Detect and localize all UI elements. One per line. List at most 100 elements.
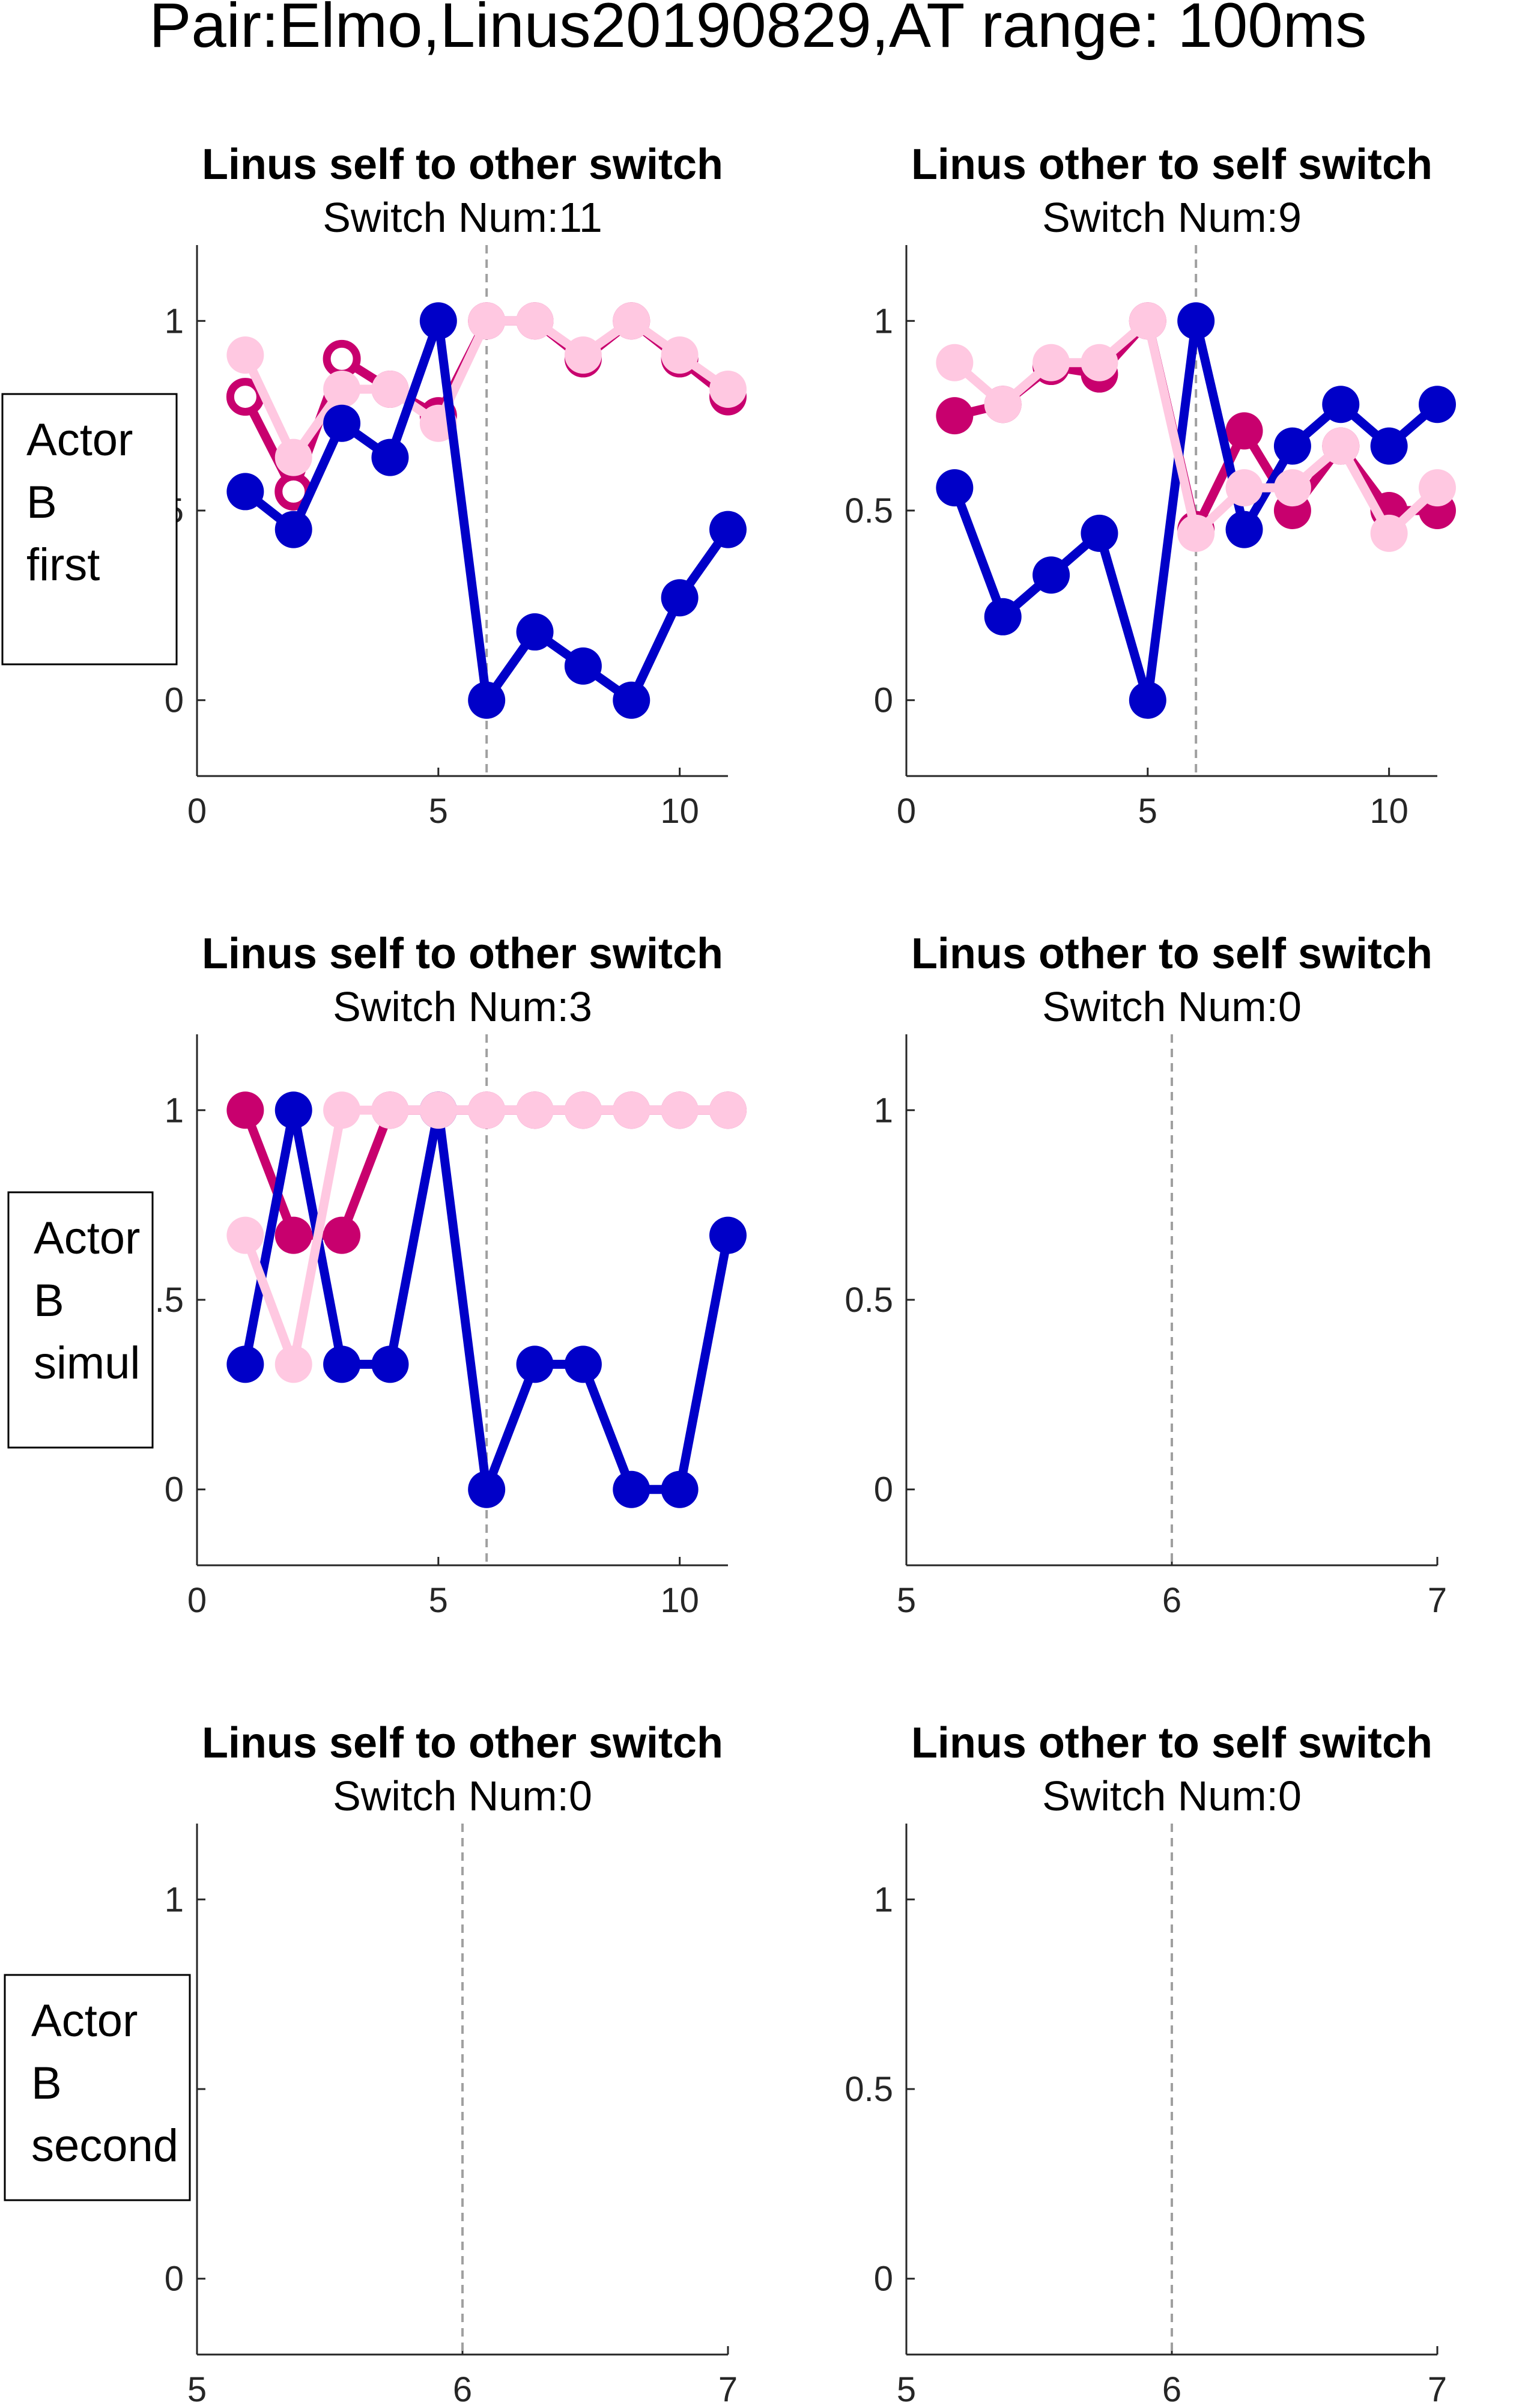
data-point: [1322, 386, 1360, 423]
panel-subtitle: Switch Num:9: [1042, 194, 1302, 241]
y-tick-label: 1: [165, 1091, 184, 1130]
data-point: [936, 397, 974, 435]
x-tick-label: 7: [1428, 2370, 1447, 2408]
data-point: [709, 370, 747, 408]
data-point: [1129, 302, 1166, 340]
y-tick-label: 0: [165, 2260, 184, 2299]
data-point: [1419, 386, 1456, 423]
data-point: [613, 1470, 650, 1508]
data-point: [984, 386, 1022, 423]
panel-2: Linus other to self switch Switch Num:9 0 0…: [844, 141, 1456, 831]
y-tick-label: 1: [874, 1880, 893, 1919]
panel-title: Linus self to other switch: [202, 1719, 723, 1767]
panel-1: Linus self to other switch Switch Num:11 0…: [135, 141, 747, 831]
panel-subtitle: Switch Num:0: [1042, 1773, 1302, 1819]
x-tick-label: 10: [660, 1581, 699, 1620]
row-label-line: B: [31, 2058, 62, 2109]
figure-title: Pair:Elmo,Linus20190829,AT range: 100ms: [149, 0, 1366, 61]
y-tick-label: 0: [874, 681, 893, 720]
row-label-line: second: [31, 2120, 178, 2171]
row-label-line: Actor: [34, 1213, 140, 1264]
data-point: [274, 438, 312, 476]
data-point: [226, 473, 264, 511]
data-point: [564, 336, 602, 374]
data-point: [516, 613, 554, 651]
x-tick-label: 0: [187, 792, 207, 831]
panels: Linus self to other switch Switch Num:11 0…: [135, 141, 1456, 2408]
data-point: [371, 1345, 409, 1383]
data-point: [936, 344, 974, 381]
data-point: [661, 1470, 699, 1508]
x-tick-label: 5: [897, 2370, 916, 2408]
x-tick-label: 0: [187, 1581, 207, 1620]
row-label-box: [4, 1974, 191, 2201]
data-point: [323, 339, 361, 378]
row-label-line: B: [26, 477, 57, 528]
x-tick-label: 5: [1138, 792, 1157, 831]
panel-4: Linus other to self switch Switch Num:0 0 0…: [844, 930, 1447, 1620]
panel-title: Linus self to other switch: [202, 141, 723, 189]
data-point: [936, 469, 974, 507]
x-tick-label: 0: [897, 792, 916, 831]
data-point: [1225, 469, 1263, 507]
row-label-line: B: [34, 1275, 64, 1326]
data-point: [1322, 427, 1360, 465]
data-point: [709, 1091, 747, 1129]
y-tick-label: 1: [874, 302, 893, 341]
x-tick-label: 6: [1162, 2370, 1181, 2408]
data-point: [274, 1345, 312, 1383]
panel-title: Linus other to self switch: [911, 930, 1433, 978]
data-point: [323, 1345, 361, 1383]
x-tick-label: 5: [897, 1581, 916, 1620]
row-label-box: [7, 1191, 154, 1449]
data-point: [1225, 412, 1263, 450]
data-point: [419, 1091, 457, 1129]
x-tick-label: 5: [187, 2370, 207, 2408]
x-tick-label: 6: [453, 2370, 472, 2408]
data-point: [274, 1091, 312, 1129]
panel-6: Linus other to self switch Switch Num:0 0 0…: [844, 1719, 1447, 2408]
data-point: [661, 579, 699, 617]
data-point: [323, 404, 361, 442]
data-point: [371, 370, 409, 408]
data-point: [1419, 469, 1456, 507]
series-3: [226, 1091, 747, 1383]
data-point: [468, 302, 506, 340]
data-point: [1081, 514, 1118, 552]
y-tick-label: 0: [874, 1470, 893, 1509]
y-tick-label: 1: [874, 1091, 893, 1130]
data-point: [1370, 514, 1408, 552]
y-tick-label: 0.5: [844, 1281, 893, 1320]
data-point: [516, 1345, 554, 1383]
series-2: [226, 1091, 747, 1508]
data-point: [709, 1216, 747, 1254]
x-tick-label: 5: [429, 1581, 448, 1620]
y-tick-label: 1: [165, 1880, 184, 1919]
row-label-line: first: [26, 539, 100, 590]
data-point: [661, 1091, 699, 1129]
row-label-line: Actor: [31, 1995, 138, 2046]
panel-subtitle: Switch Num:11: [323, 194, 602, 241]
panel-title: Linus other to self switch: [911, 141, 1433, 189]
x-tick-label: 6: [1162, 1581, 1181, 1620]
data-point: [564, 1091, 602, 1129]
data-point: [468, 1091, 506, 1129]
series-3: [936, 302, 1456, 552]
x-tick-label: 5: [429, 792, 448, 831]
data-point: [371, 438, 409, 476]
data-point: [274, 1216, 312, 1254]
row-label-box: [1, 393, 178, 666]
data-point: [564, 1345, 602, 1383]
data-point: [226, 1216, 264, 1254]
series-3: [226, 302, 747, 719]
data-point: [613, 302, 650, 340]
data-point: [323, 1091, 361, 1129]
y-tick-label: 0.5: [844, 2070, 893, 2109]
panel-title: Linus self to other switch: [202, 930, 723, 978]
x-tick-label: 10: [660, 792, 699, 831]
data-point: [226, 336, 264, 374]
row-label-line: Actor: [26, 414, 133, 466]
x-tick-label: 7: [1428, 1581, 1447, 1620]
y-tick-label: 0: [165, 1470, 184, 1509]
